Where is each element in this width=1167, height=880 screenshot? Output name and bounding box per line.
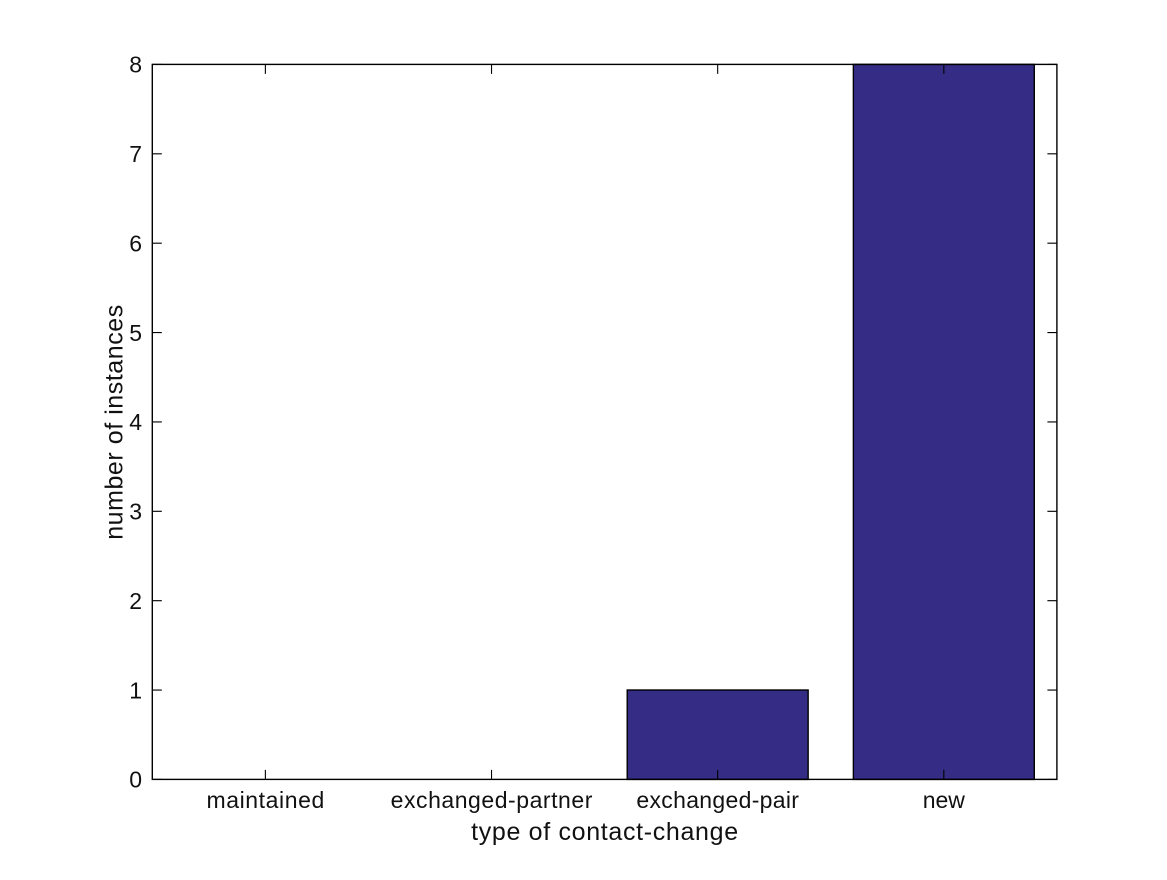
svg-text:5: 5 — [129, 320, 142, 346]
svg-text:type of contact-change: type of contact-change — [471, 818, 739, 846]
svg-text:4: 4 — [129, 409, 142, 435]
svg-text:8: 8 — [129, 52, 142, 78]
svg-text:6: 6 — [129, 230, 142, 256]
svg-text:7: 7 — [129, 141, 142, 167]
svg-text:exchanged-pair: exchanged-pair — [636, 787, 799, 813]
svg-text:number of instances: number of instances — [101, 304, 129, 540]
svg-text:2: 2 — [129, 588, 142, 614]
svg-text:1: 1 — [129, 677, 142, 703]
svg-text:3: 3 — [129, 499, 142, 525]
svg-text:exchanged-partner: exchanged-partner — [391, 787, 593, 813]
svg-text:0: 0 — [129, 767, 142, 793]
svg-text:new: new — [923, 787, 966, 813]
svg-text:maintained: maintained — [207, 787, 325, 813]
